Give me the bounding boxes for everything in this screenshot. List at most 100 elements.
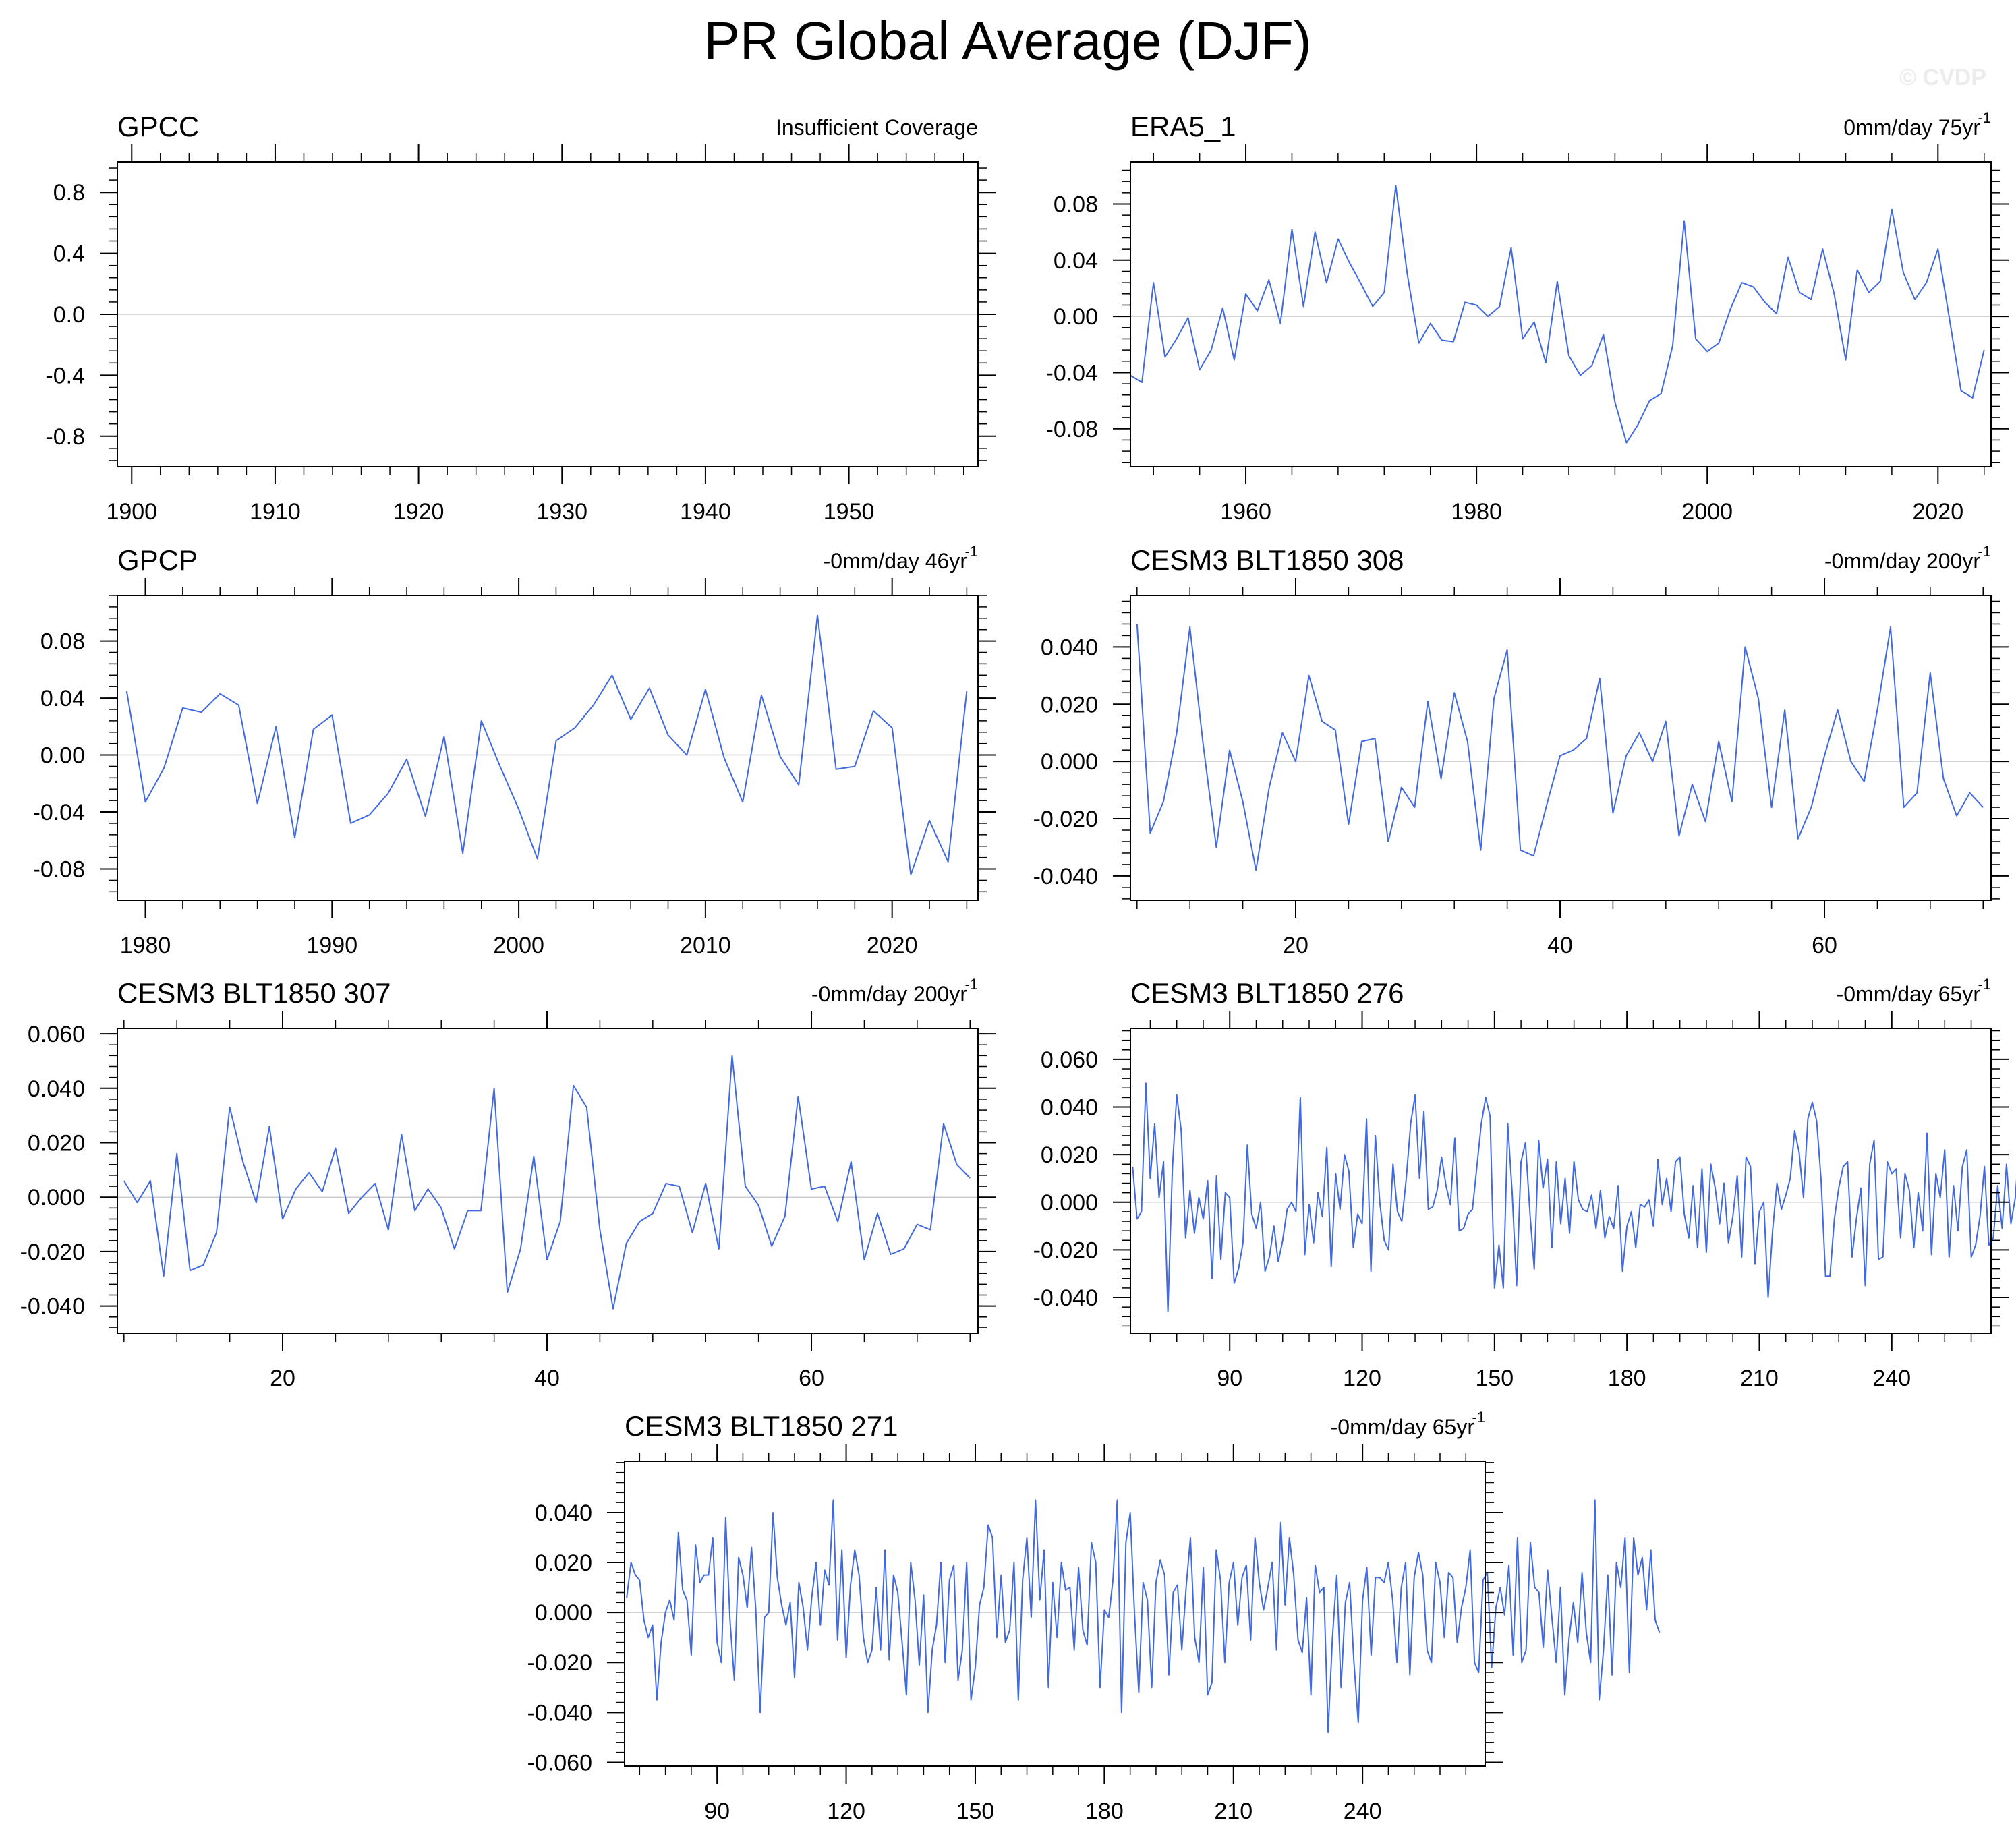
trend-exponent: -1	[1472, 1409, 1485, 1426]
x-tick-label: 1900	[106, 499, 157, 525]
y-tick-label: 0.000	[28, 1185, 85, 1210]
panel-title: CESM3 BLT1850 271	[625, 1410, 898, 1442]
trend-exponent: -1	[964, 543, 978, 560]
x-tick-label: 1920	[393, 499, 444, 525]
y-tick-label: 0.060	[1041, 1047, 1098, 1073]
x-tick-label: 240	[1344, 1799, 1382, 1824]
y-tick-label: -0.040	[1033, 1285, 1098, 1311]
y-tick-label: -0.060	[527, 1750, 592, 1776]
y-tick-label: 0.040	[1041, 1095, 1098, 1121]
trend-exponent: -1	[1978, 109, 1991, 126]
y-tick-label: -0.04	[1046, 360, 1099, 386]
plot-frame	[1130, 1028, 1992, 1334]
y-tick-label: 0.00	[1054, 304, 1098, 330]
y-tick-label: 0.000	[535, 1600, 592, 1626]
panel-title: CESM3 BLT1850 276	[1130, 977, 1404, 1009]
y-tick-label: 0.08	[1054, 192, 1098, 217]
y-tick-label: 0.020	[1041, 692, 1098, 718]
x-tick-label: 1980	[120, 933, 171, 958]
x-tick-label: 180	[1085, 1799, 1124, 1824]
panel: 1960 1980 2000 2020 0.08 0.04 0.00 -0.04 -0.08 ER…	[1046, 109, 2009, 525]
plot-frame	[1130, 161, 1992, 467]
trend-label: Insufficient Coverage	[776, 115, 978, 140]
y-tick-label: 0.000	[1041, 749, 1098, 775]
series-line	[125, 614, 968, 875]
panel-title: GPCC	[117, 111, 199, 142]
x-tick-label: 120	[1343, 1366, 1381, 1391]
x-tick-label: 90	[1217, 1366, 1242, 1391]
x-tick-label: 2020	[1912, 499, 1963, 525]
trend-label: -0mm/day 200yr	[811, 982, 968, 1006]
x-tick-label: 210	[1740, 1366, 1779, 1391]
y-tick-label: 0.020	[28, 1131, 85, 1157]
y-tick-label: 0.040	[1041, 635, 1098, 660]
plot-frame	[117, 595, 979, 901]
x-tick-label: 2010	[680, 933, 731, 958]
panel: 20 40 60 0.040 0.020 0.000 -0.020 -0.040 CESM3 B…	[1033, 543, 2009, 958]
x-tick-label: 1980	[1451, 499, 1502, 525]
x-tick-label: 60	[799, 1366, 824, 1391]
series-line	[1132, 1082, 2016, 1313]
y-tick-label: 0.020	[1041, 1142, 1098, 1168]
y-tick-label: -0.8	[45, 424, 85, 450]
panel: 1980 1990 2000 2010 2020 0.08 0.04 0.00 -0.04 -0.…	[33, 543, 996, 958]
y-tick-label: 0.060	[28, 1022, 85, 1047]
trend-exponent: -1	[1978, 976, 1991, 993]
y-tick-label: 0.0	[53, 302, 85, 328]
y-tick-label: -0.040	[1033, 864, 1098, 889]
y-tick-label: -0.08	[1046, 417, 1099, 442]
y-tick-label: 0.000	[1041, 1190, 1098, 1216]
y-tick-label: -0.020	[20, 1239, 85, 1265]
y-tick-label: 0.08	[40, 629, 85, 655]
series-line	[123, 1055, 971, 1310]
x-tick-label: 1950	[824, 499, 875, 525]
series-line	[1130, 185, 1985, 444]
trend-label: 0mm/day 75yr	[1843, 115, 1980, 140]
x-tick-label: 210	[1214, 1799, 1252, 1824]
y-tick-label: 0.020	[535, 1550, 592, 1576]
x-tick-label: 20	[1283, 933, 1308, 958]
panel: 90 120 150 180 210 240 0.060 0.040 0.020 0.000 -0.…	[1033, 976, 2016, 1391]
x-tick-label: 150	[956, 1799, 995, 1824]
x-tick-label: 1960	[1220, 499, 1271, 525]
x-tick-label: 2000	[493, 933, 544, 958]
x-tick-label: 180	[1608, 1366, 1646, 1391]
y-tick-label: -0.020	[1033, 1237, 1098, 1263]
trend-label: -0mm/day 46yr	[824, 549, 968, 573]
panel: 20 40 60 0.060 0.040 0.020 0.000 -0.020 -0.040 CE…	[20, 976, 996, 1391]
y-tick-label: 0.8	[53, 180, 85, 206]
x-tick-label: 1940	[680, 499, 731, 525]
trend-label: -0mm/day 200yr	[1824, 549, 1981, 573]
trend-exponent: -1	[964, 976, 978, 993]
x-tick-label: 1990	[306, 933, 357, 958]
x-tick-label: 90	[704, 1799, 730, 1824]
y-tick-label: 0.04	[1054, 248, 1098, 274]
x-tick-label: 240	[1872, 1366, 1911, 1391]
panel-title: ERA5_1	[1130, 111, 1236, 142]
plot-frame	[624, 1461, 1486, 1767]
y-tick-label: -0.04	[33, 800, 86, 825]
panel: 90 120 150 180 210 240 0.040 0.020 0.000 -0.020 -0…	[527, 1409, 1661, 1824]
y-tick-label: 0.040	[535, 1500, 592, 1526]
x-tick-label: 150	[1475, 1366, 1514, 1391]
y-tick-label: 0.040	[28, 1076, 85, 1102]
y-tick-label: -0.040	[20, 1294, 85, 1320]
trend-label: -0mm/day 65yr	[1331, 1415, 1475, 1439]
x-tick-label: 1910	[250, 499, 301, 525]
y-tick-label: 0.04	[40, 686, 85, 711]
x-tick-label: 40	[1547, 933, 1573, 958]
x-tick-label: 60	[1812, 933, 1837, 958]
panel-title: CESM3 BLT1850 308	[1130, 544, 1404, 576]
y-tick-label: 0.4	[53, 241, 85, 267]
figure-title: PR Global Average (DJF)	[703, 11, 1311, 71]
x-tick-label: 20	[270, 1366, 295, 1391]
series-line	[1136, 624, 1984, 871]
y-tick-label: -0.4	[45, 363, 85, 388]
panel-title: CESM3 BLT1850 307	[117, 977, 391, 1009]
panels: 1900 1910 1920 1930 1940 1950 0.8 0.4 0.0 -0.4 -0.…	[20, 109, 2016, 1824]
y-tick-label: -0.08	[33, 857, 86, 883]
panel: 1900 1910 1920 1930 1940 1950 0.8 0.4 0.0 -0.4 -0.…	[45, 111, 996, 525]
watermark: © CVDP	[1899, 65, 1986, 90]
x-tick-label: 1930	[536, 499, 587, 525]
